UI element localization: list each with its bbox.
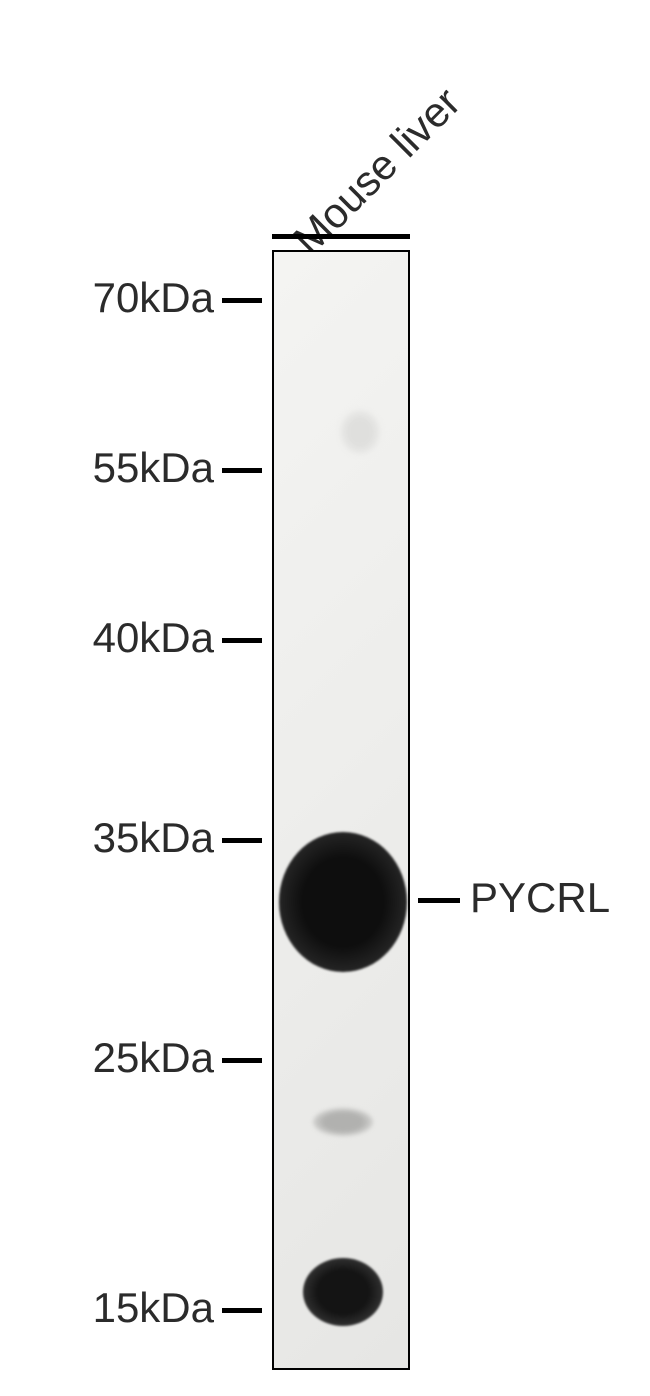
mw-marker-label: 40kDa	[93, 614, 214, 662]
mw-marker-tick	[222, 838, 262, 843]
blot-band	[313, 1108, 373, 1136]
mw-marker-label: 25kDa	[93, 1034, 214, 1082]
mw-marker-label: 70kDa	[93, 274, 214, 322]
mw-marker-tick	[222, 468, 262, 473]
mw-marker-label: 55kDa	[93, 444, 214, 492]
mw-marker-label: 35kDa	[93, 814, 214, 862]
mw-marker-tick	[222, 298, 262, 303]
western-blot-figure: Mouse liver 70kDa55kDa40kDa35kDa25kDa15k…	[0, 0, 650, 1396]
mw-marker-label: 15kDa	[93, 1284, 214, 1332]
mw-marker-tick	[222, 638, 262, 643]
target-band-tick	[418, 898, 460, 903]
blot-band	[303, 1258, 383, 1326]
blot-band	[279, 832, 407, 972]
target-band-label: PYCRL	[470, 874, 610, 922]
blot-band	[340, 410, 380, 454]
mw-marker-tick	[222, 1058, 262, 1063]
lane-underline	[272, 234, 410, 239]
mw-marker-tick	[222, 1308, 262, 1313]
blot-lane-strip	[272, 250, 410, 1370]
